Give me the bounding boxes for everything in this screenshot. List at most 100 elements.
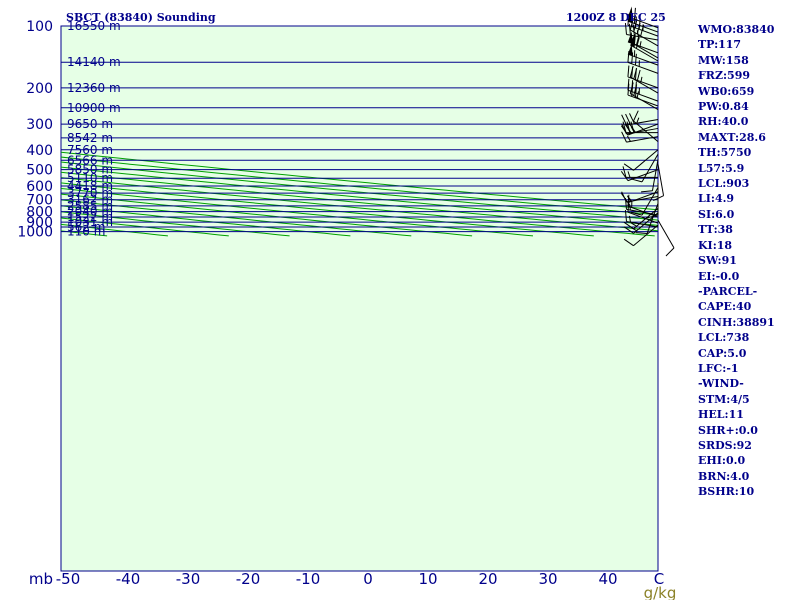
height-label: 4418 m [67,179,113,193]
wind-barb-flag [625,113,631,125]
dry-adiabat-line [61,193,473,237]
sounding-index: -WIND- [698,377,744,391]
sounding-index: TH:5750 [698,146,752,160]
sounding-index: CAPE:40 [698,300,752,314]
wind-barb-staff [627,16,659,29]
height-label: 9650 m [67,117,113,131]
wind-barb-flag [622,121,627,133]
wind-barb-staff [626,208,659,216]
wind-barb-half-flag [630,222,637,227]
wind-barb-flag [627,83,630,96]
height-label: 8542 m [67,131,113,145]
wind-barb-staff [630,44,659,62]
sounding-index: CINH:38891 [698,315,775,329]
temperature-tick-label: -20 [236,570,261,588]
wind-barb-staff [630,41,659,59]
wind-barb [623,224,659,247]
sounding-index: LCL:903 [698,177,750,191]
dry-adiabat-line [61,217,229,237]
wind-barb-staff [657,164,665,196]
sounding-index: TT:38 [698,223,733,237]
dry-adiabat-line [61,156,658,216]
wind-barb-flag [622,166,627,178]
wind-barb [622,121,658,134]
wind-barb-pennant [627,10,633,23]
wind-barb-flag [630,211,643,216]
pressure-label: 800 [26,205,53,221]
wind-barb-flag [623,163,634,171]
height-label: 3162 m [67,193,113,207]
wind-barb [633,110,659,142]
wind-barb-flag [636,22,641,35]
sounding-index: WB0:659 [698,84,755,98]
pressure-label: 400 [26,143,53,159]
wind-barb [627,200,659,224]
pressure-label: 500 [26,163,53,179]
wind-barb-flag [620,171,629,181]
wind-barb-flag [640,24,645,37]
mixing-ratio-label: g/kg [644,584,677,600]
wind-barb-staff [657,219,675,249]
dry-adiabat-line [61,166,658,226]
temperature-tick-label: -40 [116,570,141,588]
dry-adiabat-line [61,177,655,237]
wind-barb-staff [630,29,659,47]
wind-barb-flag [624,197,627,210]
pressure-label: 700 [26,193,53,209]
dry-adiabat-line [61,205,351,237]
temperature-tick-label: 10 [418,570,437,588]
temperature-tick-label: C [654,570,664,588]
sounding-index: SI:6.0 [698,207,735,221]
wind-barb [657,219,675,257]
wind-barb-staff [633,212,659,234]
chart-title: SBCT (83840) Sounding [66,11,216,24]
sounding-index: MW:158 [698,53,749,67]
wind-barb [627,194,659,218]
sounding-index: BRN:4.0 [698,469,750,483]
wind-barb-flag [629,82,634,94]
pressure-label: 200 [26,81,53,97]
wind-barb-flag [633,84,638,96]
height-label: 3770 m [67,186,113,200]
temperature-tick-label: -50 [56,570,81,588]
pressure-label: 900 [26,215,53,231]
sounding-index: MAXT:28.6 [698,130,766,144]
wind-barb-half-flag [636,91,639,98]
sounding-index: SW:91 [698,254,737,268]
wind-barb-flag [627,200,630,213]
wind-barb-flag [665,247,675,257]
wind-barb-flag [635,34,640,46]
sounding-index: WMO:83840 [698,23,775,36]
sounding-index: LCL:738 [698,331,750,345]
wind-barb-staff [626,220,659,228]
wind-barb-half-flag [626,135,631,142]
wind-barb-flag [626,121,631,133]
wind-barb [629,82,659,111]
sounding-index: SRDS:92 [698,438,752,452]
sounding-index: STM:4/5 [698,392,750,406]
wind-barb-flag [631,52,634,64]
wind-barb-staff [627,205,659,218]
dry-adiabat-line [61,161,658,221]
wind-barb [629,65,659,94]
sounding-index: HEL:11 [698,408,744,422]
sounding-index: LI:4.9 [698,192,735,206]
dry-adiabat-line [61,151,658,211]
wind-barb-flag [634,86,637,98]
wind-barb-flag [623,238,634,247]
sounding-index: PW:0.84 [698,100,749,114]
temperature-tick-label: 40 [598,570,617,588]
wind-barb [627,51,659,74]
plot-background [60,25,659,572]
height-label: 110 m [67,225,105,239]
temperature-tick-label: mb [29,570,53,588]
height-label: 14140 m [67,55,121,69]
height-label: 2040 m [67,205,113,219]
wind-barb-half-flag [640,76,643,84]
dry-adiabat-line [61,171,658,232]
sounding-index: -PARCEL- [698,284,758,298]
dry-adiabat-line [61,199,412,237]
wind-barb-staff [633,149,659,171]
height-label: 12360 m [67,81,121,95]
pressure-label: 1000 [17,225,53,241]
